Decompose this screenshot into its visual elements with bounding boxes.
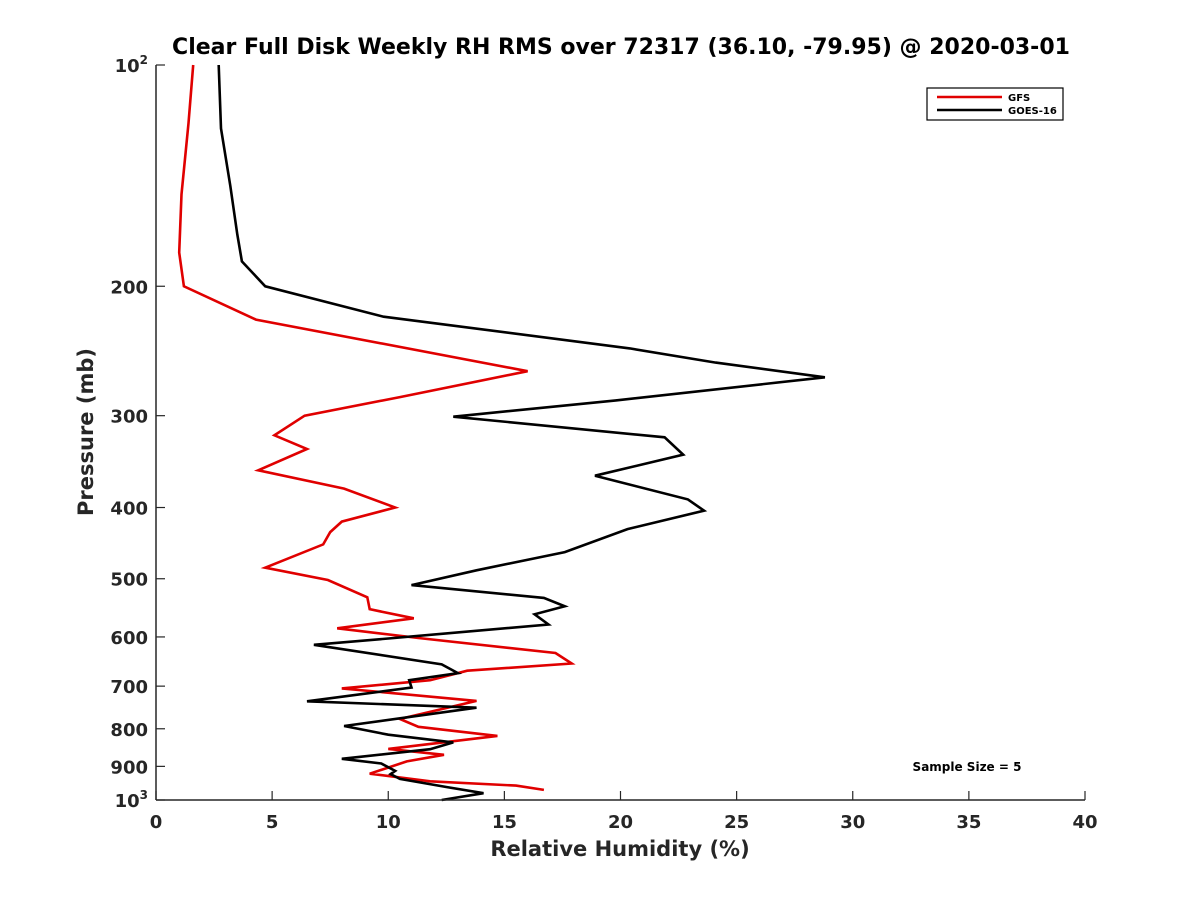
x-axis-label: Relative Humidity (%) xyxy=(490,837,749,861)
plot-area: 0 5 10 15 20 25 30 35 40 102 200 300 400 500 600 700 800… xyxy=(110,53,1097,833)
x-tick-label: 10 xyxy=(376,812,401,833)
y-tick-label: 400 xyxy=(110,499,148,520)
x-tick-label: 40 xyxy=(1072,812,1097,833)
y-tick-label: 800 xyxy=(110,720,148,741)
legend: GFS GOES-16 xyxy=(926,87,1064,121)
x-tick-label: 25 xyxy=(724,812,749,833)
y-tick-label: 102 xyxy=(115,53,148,77)
y-tick-label: 200 xyxy=(110,277,148,298)
y-tick-label: 300 xyxy=(110,407,148,428)
y-tick-label: 700 xyxy=(110,677,148,698)
sample-size-annotation: Sample Size = 5 xyxy=(913,760,1022,774)
legend-label: GFS xyxy=(1008,93,1030,104)
series-line-goes-16 xyxy=(217,64,826,802)
x-tick-label: 15 xyxy=(492,812,517,833)
x-tick-label: 0 xyxy=(150,812,163,833)
legend-box xyxy=(926,87,1064,121)
y-tick-label: 600 xyxy=(110,628,148,649)
y-axis-label: Pressure (mb) xyxy=(74,348,98,516)
x-tick-label: 35 xyxy=(956,812,981,833)
y-tick-label: 900 xyxy=(110,757,148,778)
x-tick-label: 30 xyxy=(840,812,865,833)
chart-title: Clear Full Disk Weekly RH RMS over 72317… xyxy=(172,35,1070,60)
x-tick-label: 20 xyxy=(608,812,633,833)
legend-label: GOES-16 xyxy=(1008,106,1057,117)
series-line-gfs xyxy=(177,64,576,792)
y-tick-label: 500 xyxy=(110,570,148,591)
y-tick-label: 103 xyxy=(115,788,148,812)
x-tick-label: 5 xyxy=(266,812,279,833)
